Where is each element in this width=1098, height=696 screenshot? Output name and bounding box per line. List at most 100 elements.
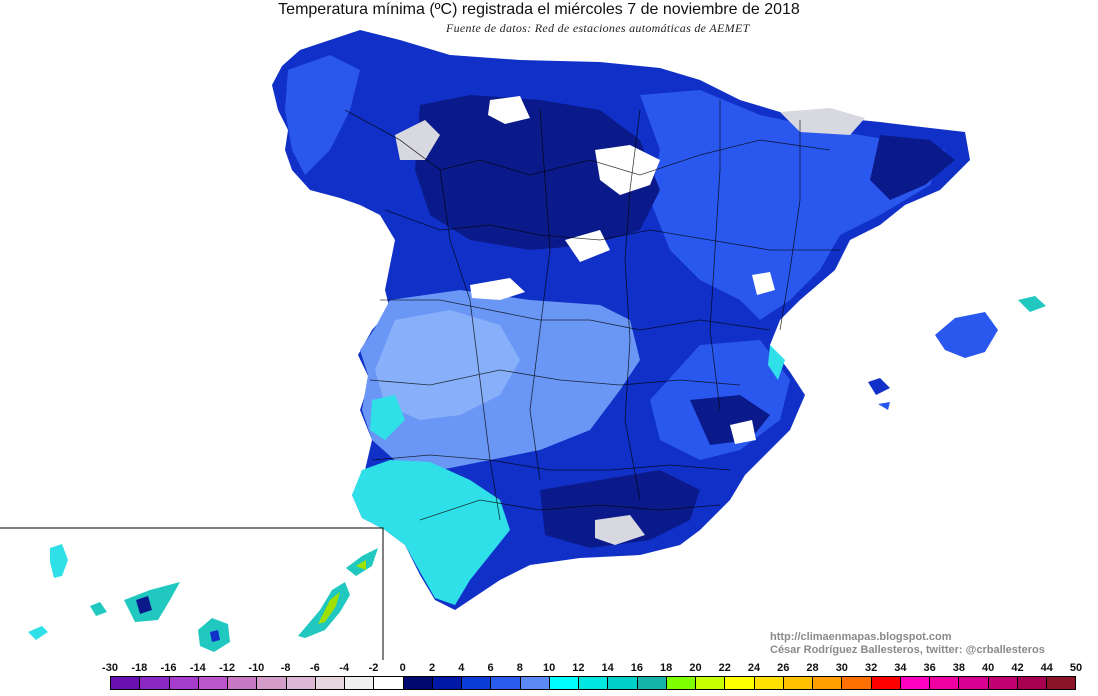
frost-sierra-nevada	[595, 515, 645, 545]
legend-swatch	[257, 677, 287, 689]
island-fuerteventura	[298, 582, 350, 638]
legend-swatch	[871, 677, 901, 689]
island-tenerife	[124, 582, 180, 622]
legend-swatch	[374, 677, 404, 689]
legend-swatch	[988, 677, 1018, 689]
legend-swatch	[579, 677, 609, 689]
legend-swatch	[725, 677, 755, 689]
legend-swatch	[345, 677, 375, 689]
legend-swatch	[198, 677, 228, 689]
legend-swatch	[930, 677, 960, 689]
zone-deep-north-plateau	[415, 95, 660, 250]
canary-inset-frame	[0, 527, 384, 660]
legend-swatch	[666, 677, 696, 689]
zone-mid-north	[640, 90, 945, 320]
legend-swatch	[228, 677, 258, 689]
zone-deep-pyrenees	[870, 135, 955, 200]
island-lanzarote	[346, 548, 378, 576]
frost-cantabria	[488, 96, 530, 124]
legend-swatch	[432, 677, 462, 689]
legend-tick-label: 16	[630, 662, 644, 674]
legend-tick-label: 26	[777, 662, 790, 674]
legend-swatch	[169, 677, 199, 689]
legend-tick-label: 42	[1011, 662, 1024, 674]
legend-tick-label: 50	[1069, 662, 1083, 674]
legend-tick-label: 14	[601, 662, 614, 674]
legend-tick-label: -14	[189, 662, 206, 674]
legend-tick-label: 44	[1040, 662, 1053, 674]
map-title: Temperatura mínima (ºC) registrada el mi…	[278, 1, 800, 18]
zone-deep-southeast	[540, 470, 700, 548]
legend-swatch	[696, 677, 726, 689]
legend-swatch	[111, 677, 141, 689]
legend-tick-label: 12	[572, 662, 585, 674]
legend-swatch	[783, 677, 813, 689]
legend-swatch	[520, 677, 550, 689]
legend-tick-label: 0	[399, 662, 406, 674]
legend-tick-label: -8	[280, 662, 291, 674]
legend-swatch	[900, 677, 930, 689]
island-la-gomera	[90, 602, 107, 616]
zone-cyan-valencia	[768, 345, 785, 380]
frost-teruel	[752, 272, 775, 295]
legend-swatch	[637, 677, 667, 689]
legend-tick-label: 2	[428, 662, 436, 674]
temperature-map	[0, 30, 1046, 660]
zone-cyan-southwest	[352, 460, 510, 605]
zone-mid-west	[285, 55, 360, 175]
legend-tick-label: 18	[660, 662, 673, 674]
legend-tick-label: 38	[952, 662, 966, 674]
legend-tick-label: 10	[542, 662, 556, 674]
legend-tick-label: -12	[219, 662, 236, 674]
legend-tick-label: 40	[982, 662, 995, 674]
legend-tick-label: -2	[368, 662, 379, 674]
legend-swatch	[549, 677, 579, 689]
frost-cuenca	[730, 420, 756, 444]
legend-tick-label: -16	[160, 662, 177, 674]
legend-swatch	[491, 677, 521, 689]
island-el-hierro	[28, 626, 48, 640]
legend-swatch	[842, 677, 872, 689]
frost-pyrenees	[780, 108, 865, 135]
island-menorca	[1018, 296, 1046, 312]
legend-swatch	[1047, 677, 1076, 689]
data-source-subtitle: Fuente de datos: Red de estaciones autom…	[446, 21, 750, 35]
island-lanzarote-green	[356, 560, 366, 570]
legend-swatch	[1017, 677, 1047, 689]
legend-tick-label: 34	[894, 662, 907, 674]
island-ibiza	[868, 378, 890, 395]
frost-burgos	[595, 145, 660, 195]
island-la-palma	[50, 544, 68, 578]
legend-tick-labels: -30 -18 -16 -14 -12 -10 -8 -6 -4 -2 0 2 4 6 8 10 12 14 16 1…	[0, 662, 1098, 676]
legend-tick-label: -18	[131, 662, 148, 674]
legend-color-bar	[110, 676, 1076, 690]
legend-swatch	[140, 677, 170, 689]
legend-swatch	[608, 677, 638, 689]
island-formentera	[878, 402, 890, 410]
legend-tick-label: -4	[339, 662, 350, 674]
legend-swatch	[286, 677, 316, 689]
island-gran-canaria-core	[210, 630, 220, 642]
island-mallorca	[935, 312, 998, 358]
island-tenerife-core	[136, 596, 152, 614]
legend-tick-label: 4	[458, 662, 465, 674]
legend-tick-label: 32	[864, 662, 878, 674]
legend-tick-label: -10	[248, 662, 265, 674]
legend-tick-label: -30	[102, 662, 118, 674]
legend-tick-label: 36	[923, 662, 936, 674]
legend-tick-label: 24	[747, 662, 761, 674]
island-fuerteventura-green	[318, 592, 340, 624]
legend-swatch	[462, 677, 492, 689]
zone-pale-extremadura	[375, 310, 520, 420]
legend-tick-label: 20	[689, 662, 702, 674]
frost-madrid	[470, 278, 525, 300]
legend-tick-label: -6	[310, 662, 320, 674]
legend-tick-label: 6	[487, 662, 494, 674]
credit-author: César Rodríguez Ballesteros, twitter: @c…	[770, 644, 1045, 656]
legend-swatch	[403, 677, 433, 689]
legend-tick-label: 8	[516, 662, 523, 674]
legend-tick-label: 30	[835, 662, 848, 674]
frost-leon	[395, 120, 440, 160]
legend-swatch	[315, 677, 345, 689]
legend-swatch	[754, 677, 784, 689]
